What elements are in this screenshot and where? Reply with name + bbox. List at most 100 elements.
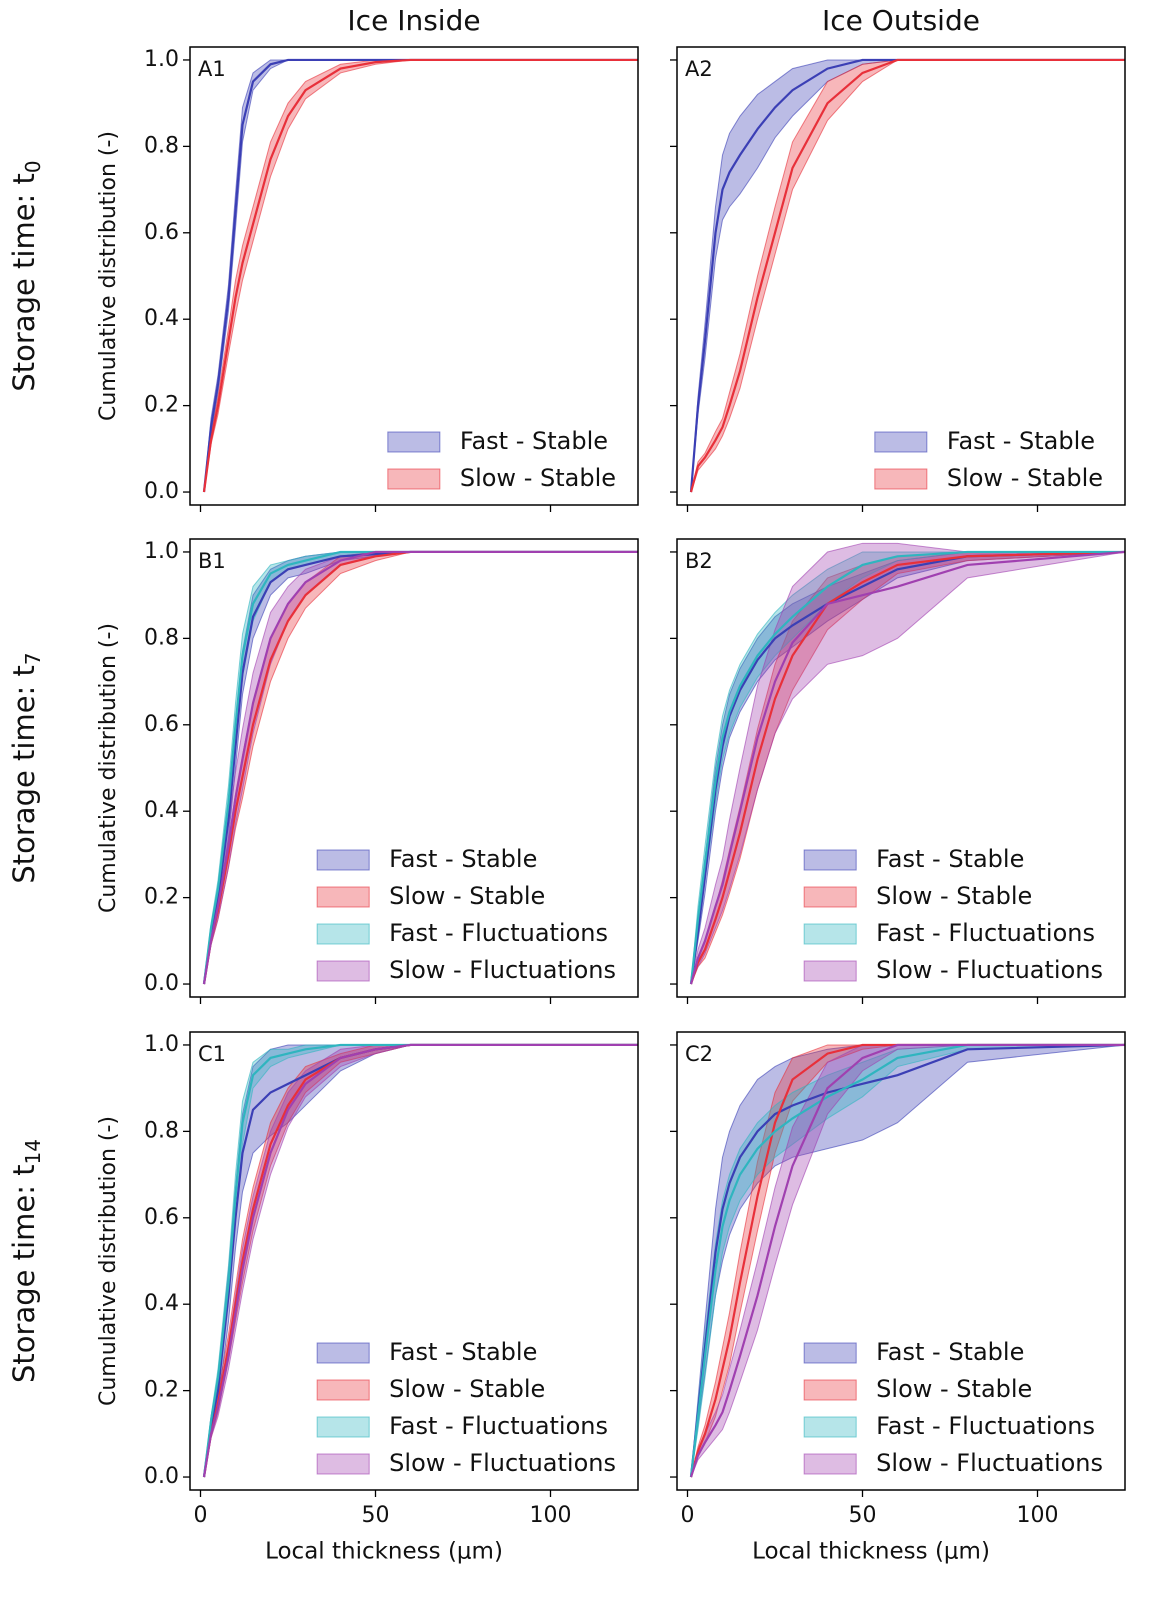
row-label-sub: 0 [21,160,45,173]
line [689,1043,1125,1478]
panel [202,1043,638,1478]
y-tick-label: 0.8 [144,1118,179,1143]
y-tick-label: 0.2 [144,885,179,910]
line [689,550,1125,985]
row-label: Storage time: t0 [7,160,45,391]
y-tick-label: 0.0 [144,1464,179,1489]
legend-label: Fast - Fluctuations [389,1412,608,1440]
line [202,1043,638,1478]
x-tick-label: 100 [530,1503,572,1528]
panel [202,550,638,985]
legend-label: Slow - Stable [947,464,1103,492]
y-axis-label: Cumulative distribution (-) [96,131,121,421]
legend-label: Fast - Fluctuations [876,919,1095,947]
y-tick-label: 1.0 [144,47,179,72]
x-tick-label: 0 [194,1503,208,1528]
y-tick-label: 0.2 [144,1378,179,1403]
line [689,1043,1125,1478]
y-tick-label: 1.0 [144,539,179,564]
legend-label: Slow - Fluctuations [389,956,616,984]
y-tick-label: 0.8 [144,625,179,650]
axes-frame [189,538,639,998]
panel [202,58,638,493]
legend-swatch [803,1342,857,1364]
axes-frame [189,1031,639,1491]
axes-frame [189,46,639,506]
legend-swatch [316,849,370,871]
panel [689,542,1126,985]
band [203,1044,638,1478]
y-axis-label: Cumulative distribution (-) [96,623,121,913]
legend-swatch [803,923,857,945]
legend-swatch [316,960,370,982]
y-tick-label: 0.2 [144,393,179,418]
row-label-text: Storage time: t [7,173,41,392]
panel-label: B2 [685,549,713,573]
panel-label: C1 [198,1042,226,1066]
panel-label: A1 [198,57,226,81]
y-tick-label: 0.8 [144,133,179,158]
legend-label: Slow - Stable [460,464,616,492]
legend-swatch [803,849,857,871]
band [690,1044,1125,1478]
legend-label: Fast - Stable [947,427,1095,455]
line [689,58,1125,493]
legend-swatch [316,923,370,945]
line [689,1043,1126,1478]
legend-swatch [803,1416,857,1438]
panel [689,58,1125,493]
legend-label: Slow - Stable [389,1375,545,1403]
x-tick-label: 50 [362,1503,390,1528]
legend-label: Slow - Fluctuations [389,1449,616,1477]
line [689,1043,1125,1478]
legend-swatch [803,1379,857,1401]
legend-swatch [874,431,928,453]
y-tick-label: 0.6 [144,1205,179,1230]
column-title: Ice Outside [822,4,980,37]
x-tick-label: 0 [681,1503,695,1528]
band [690,59,1125,493]
row-label: Storage time: t7 [7,652,45,883]
panel-label: C2 [685,1042,713,1066]
row-label-sub: 7 [21,652,45,665]
axes-frame [676,538,1126,998]
legend-swatch [387,431,441,453]
panel-label: B1 [198,549,226,573]
y-tick-label: 0.0 [144,971,179,996]
legend-swatch [874,468,928,490]
legend-label: Fast - Fluctuations [389,919,608,947]
y-axis-label: Cumulative distribution (-) [96,1116,121,1406]
legend-swatch [316,1416,370,1438]
band [203,551,638,985]
legend-swatch [316,1342,370,1364]
column-title: Ice Inside [347,4,480,37]
legend-label: Fast - Stable [460,427,608,455]
line [689,550,1126,985]
legend-label: Fast - Stable [389,845,537,873]
legend-swatch [803,960,857,982]
legend-swatch [316,1379,370,1401]
x-tick-label: 100 [1017,1503,1059,1528]
x-tick-label: 50 [849,1503,877,1528]
y-tick-label: 0.4 [144,306,179,331]
y-tick-label: 0.4 [144,1291,179,1316]
row-label: Storage time: t14 [7,1139,45,1383]
legend-label: Fast - Stable [389,1338,537,1366]
axes-frame [676,1031,1126,1491]
legend-label: Slow - Fluctuations [876,1449,1103,1477]
line [689,550,1126,985]
y-tick-label: 0.4 [144,798,179,823]
legend-label: Fast - Stable [876,1338,1024,1366]
line [202,550,638,985]
legend-label: Fast - Stable [876,845,1024,873]
axes-frame [676,46,1126,506]
legend-label: Slow - Stable [389,882,545,910]
y-tick-label: 0.6 [144,220,179,245]
y-tick-label: 0.6 [144,712,179,737]
legend-label: Slow - Stable [876,882,1032,910]
legend-label: Slow - Fluctuations [876,956,1103,984]
y-tick-label: 1.0 [144,1032,179,1057]
legend-label: Fast - Fluctuations [876,1412,1095,1440]
band [690,59,1125,493]
